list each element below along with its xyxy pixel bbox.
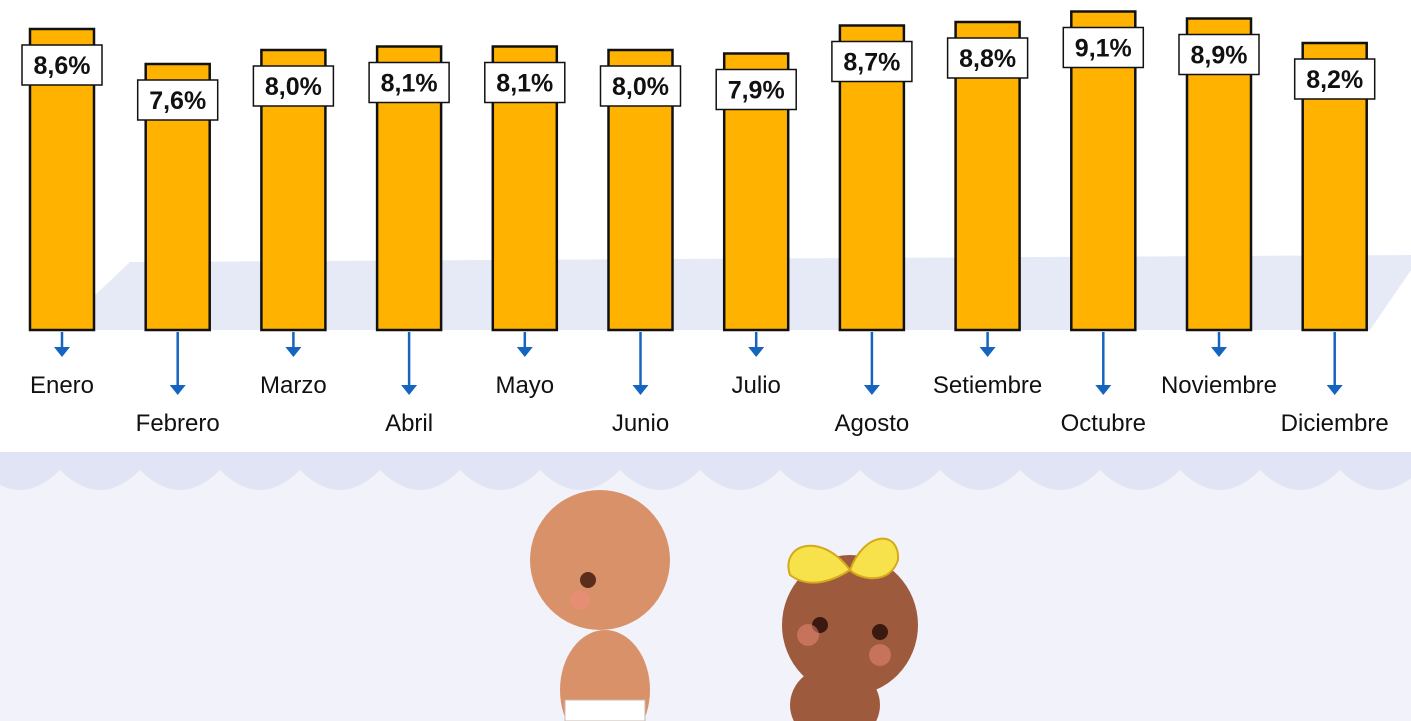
arrow-head xyxy=(401,385,417,395)
arrow-head xyxy=(1211,347,1227,357)
category-label: Setiembre xyxy=(933,372,1042,399)
arrow-head xyxy=(864,385,880,395)
arrow-head xyxy=(170,385,186,395)
lower-panel xyxy=(0,452,1411,721)
baby-cheek xyxy=(869,644,891,666)
category-label: Diciembre xyxy=(1281,410,1389,437)
baby-diaper xyxy=(565,700,645,721)
page: 8,6% Enero 7,6% Febrero 8,0% Marzo 8,1% Abril 8,… xyxy=(0,0,1411,721)
category-label: Enero xyxy=(30,372,94,399)
baby-eye xyxy=(872,624,888,640)
category-label: Marzo xyxy=(260,372,327,399)
arrow-head xyxy=(748,347,764,357)
chart: 8,6% Enero 7,6% Febrero 8,0% Marzo 8,1% Abril 8,… xyxy=(0,0,1411,721)
arrow-head xyxy=(633,385,649,395)
category-label: Febrero xyxy=(136,410,220,437)
arrow-head xyxy=(517,347,533,357)
scallop-band xyxy=(0,452,1411,470)
category-label: Junio xyxy=(612,410,669,437)
category-label: Mayo xyxy=(495,372,554,399)
category-label: Abril xyxy=(385,410,433,437)
value-label: 8,7% xyxy=(843,49,900,77)
value-label: 8,1% xyxy=(496,70,553,98)
value-label: 7,6% xyxy=(149,87,206,115)
bars: 8,6% Enero 7,6% Febrero 8,0% Marzo 8,1% Abril 8,… xyxy=(22,12,1389,438)
category-label: Julio xyxy=(732,372,781,399)
value-label: 8,8% xyxy=(959,45,1016,73)
baby-eye xyxy=(580,572,596,588)
baby-cheek xyxy=(570,590,590,610)
arrow-head xyxy=(1327,385,1343,395)
value-label: 8,9% xyxy=(1191,42,1248,70)
arrow-head xyxy=(285,347,301,357)
category-label: Octubre xyxy=(1061,410,1146,437)
category-label: Noviembre xyxy=(1161,372,1277,399)
category-label: Agosto xyxy=(835,410,910,437)
arrow-head xyxy=(1095,385,1111,395)
value-label: 7,9% xyxy=(728,77,785,105)
arrow-head xyxy=(54,347,70,357)
value-label: 9,1% xyxy=(1075,35,1132,63)
value-label: 8,0% xyxy=(265,73,322,101)
value-label: 8,2% xyxy=(1306,66,1363,94)
arrow-head xyxy=(980,347,996,357)
value-label: 8,6% xyxy=(34,52,91,80)
value-label: 8,1% xyxy=(381,70,438,98)
baby-head xyxy=(530,490,670,630)
value-label: 8,0% xyxy=(612,73,669,101)
baby-cheek xyxy=(797,624,819,646)
